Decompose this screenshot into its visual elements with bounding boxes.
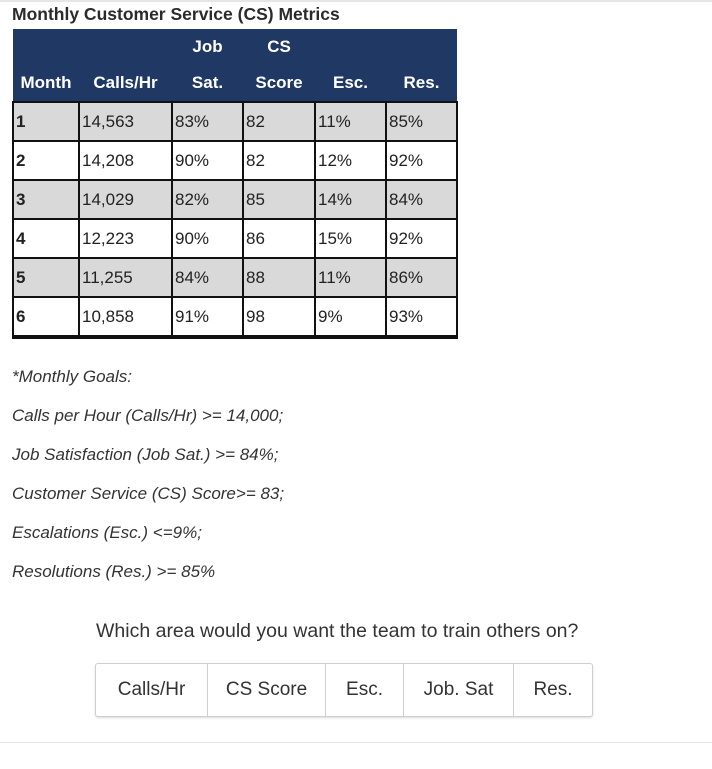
cell-res: 92% — [385, 218, 458, 259]
cell-jobsat: 83% — [171, 101, 244, 142]
header-res: Res. — [386, 65, 457, 102]
cell-month: 4 — [12, 218, 80, 259]
table-header-row-top: Job CS — [13, 29, 457, 65]
cell-res: 84% — [385, 179, 458, 220]
header-month-top — [13, 29, 79, 65]
table-row: 3 14,029 82% 85 14% 84% — [12, 179, 458, 220]
header-job-sat: Sat. — [172, 65, 243, 102]
cell-calls: 12,223 — [78, 218, 173, 259]
cell-month: 3 — [12, 179, 80, 220]
table-row: 2 14,208 90% 82 12% 92% — [12, 140, 458, 181]
goal-res: Resolutions (Res.) >= 85% — [12, 562, 216, 581]
cell-csscore: 88 — [242, 257, 316, 298]
cell-csscore: 86 — [242, 218, 316, 259]
bottom-divider — [0, 742, 712, 743]
cell-jobsat: 90% — [171, 218, 244, 259]
cell-calls: 14,208 — [78, 140, 173, 181]
cell-jobsat: 90% — [171, 140, 244, 181]
cell-csscore: 82 — [242, 101, 316, 142]
option-res-button[interactable]: Res. — [533, 679, 573, 700]
metrics-table: Job CS Month Calls/Hr Sat. Score Esc. Re… — [12, 29, 458, 339]
header-calls-top — [79, 29, 172, 65]
header-csscore-top: CS — [243, 29, 315, 65]
cell-calls: 14,029 — [78, 179, 173, 220]
cell-month: 1 — [12, 101, 80, 142]
cell-month: 2 — [12, 140, 80, 181]
cell-csscore: 98 — [242, 296, 316, 339]
cell-res: 85% — [385, 101, 458, 142]
answer-button-group: Calls/Hr CS Score Esc. Job. Sat Res. — [95, 663, 593, 717]
option-job-sat-button[interactable]: Job. Sat — [404, 664, 514, 716]
goal-esc: Escalations (Esc.) <=9%; — [12, 523, 202, 542]
cell-esc: 11% — [314, 257, 387, 298]
cell-calls: 10,858 — [78, 296, 173, 339]
cell-csscore: 82 — [242, 140, 316, 181]
cell-calls: 14,563 — [78, 101, 173, 142]
table-row: 6 10,858 91% 98 9% 93% — [12, 296, 458, 339]
top-divider — [0, 0, 712, 2]
header-res-top — [386, 29, 457, 65]
header-jobsat-top: Job — [172, 29, 243, 65]
table-row: 4 12,223 90% 86 15% 92% — [12, 218, 458, 259]
goal-job-sat: Job Satisfaction (Job Sat.) >= 84%; — [12, 445, 279, 464]
cell-csscore: 85 — [242, 179, 316, 220]
cell-calls: 11,255 — [78, 257, 173, 298]
cell-res: 86% — [385, 257, 458, 298]
header-calls-hr: Calls/Hr — [79, 65, 172, 102]
cell-jobsat: 82% — [171, 179, 244, 220]
table-row: 1 14,563 83% 82 11% 85% — [12, 101, 458, 142]
cell-esc: 12% — [314, 140, 387, 181]
header-esc: Esc. — [315, 65, 386, 102]
header-month: Month — [13, 65, 79, 102]
header-cs-score: Score — [243, 65, 315, 102]
cell-res: 93% — [385, 296, 458, 339]
cell-jobsat: 91% — [171, 296, 244, 339]
question-text: Which area would you want the team to tr… — [96, 620, 579, 642]
monthly-goals: *Monthly Goals: Calls per Hour (Calls/Hr… — [12, 364, 284, 598]
table-row: 5 11,255 84% 88 11% 86% — [12, 257, 458, 298]
cell-esc: 9% — [314, 296, 387, 339]
cell-month: 5 — [12, 257, 80, 298]
table-header-row: Month Calls/Hr Sat. Score Esc. Res. — [13, 65, 457, 102]
header-esc-top — [315, 29, 386, 65]
option-cs-score-button[interactable]: CS Score — [208, 664, 326, 716]
cell-res: 92% — [385, 140, 458, 181]
cell-esc: 15% — [314, 218, 387, 259]
page-title: Monthly Customer Service (CS) Metrics — [12, 4, 340, 24]
goals-heading: *Monthly Goals: — [12, 367, 132, 386]
cell-month: 6 — [12, 296, 80, 339]
cell-esc: 11% — [314, 101, 387, 142]
goal-cs-score: Customer Service (CS) Score>= 83; — [12, 484, 285, 503]
cell-esc: 14% — [314, 179, 387, 220]
option-esc-button[interactable]: Esc. — [326, 664, 404, 716]
cell-jobsat: 84% — [171, 257, 244, 298]
option-calls-hr-button[interactable]: Calls/Hr — [96, 664, 208, 716]
goal-calls-hr: Calls per Hour (Calls/Hr) >= 14,000; — [12, 406, 284, 425]
